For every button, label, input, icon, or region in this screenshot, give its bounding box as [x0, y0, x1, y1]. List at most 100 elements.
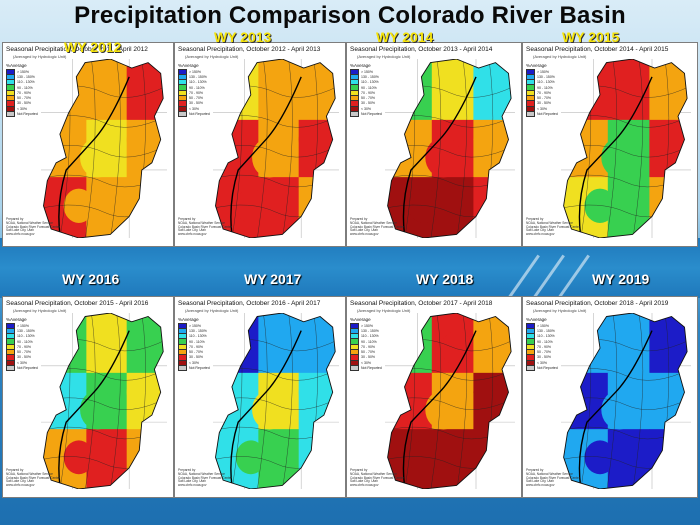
legend-label: 90 - 110% [361, 85, 377, 90]
precip-region [126, 313, 164, 374]
legend-label: 50 - 70% [189, 350, 204, 355]
legend-swatch [6, 110, 15, 118]
precip-region [43, 313, 87, 374]
precip-region [425, 137, 462, 178]
water-year-label: WY 2013 [214, 29, 272, 45]
slide-title: Precipitation Comparison Colorado River … [74, 2, 626, 29]
legend-item: Not Reported [526, 110, 558, 118]
legend-label: > 150% [361, 323, 373, 328]
precip-region [563, 313, 609, 374]
legend-label: 110 - 130% [17, 80, 35, 85]
legend-heading: %Average [178, 63, 199, 68]
precip-region [387, 313, 433, 374]
credit-line: www.cbrfc.noaa.gov [6, 483, 35, 488]
precip-region [43, 59, 87, 121]
legend-item: Not Reported [350, 110, 382, 118]
credit-text: Prepared by NOAA, National Weather Servic… [6, 217, 60, 237]
legend-heading: %Average [350, 63, 371, 68]
legend-label: 50 - 70% [189, 96, 204, 101]
credit-text: Prepared by NOAA, National Weather Servic… [178, 468, 232, 488]
legend: %Average > 150% 130 - 150% 110 - 130% 90 - 1… [178, 63, 210, 118]
basin-outline [215, 313, 336, 489]
credit-line: Salt Lake City, Utah [178, 228, 206, 233]
legend-label: 110 - 130% [361, 334, 379, 339]
precip-region [584, 188, 616, 223]
credit-line: Salt Lake City, Utah [178, 479, 206, 484]
legend-label: 110 - 130% [537, 334, 555, 339]
water-year-label: WY 2016 [62, 271, 120, 287]
legend-heading: %Average [350, 317, 371, 322]
legend-label: 30 - 50% [189, 355, 204, 360]
legend-label: 70 - 90% [361, 90, 376, 95]
precip-region [601, 137, 638, 178]
precip-region [95, 77, 126, 112]
precip-region [63, 188, 94, 223]
basin-map [213, 59, 339, 238]
water-year-label: WY 2017 [244, 271, 302, 287]
basin-map [561, 313, 691, 489]
legend-label: Not Reported [189, 112, 210, 117]
panel-subtitle: (Averaged by Hydrologic Unit) [533, 54, 587, 59]
legend-label: < 30% [537, 106, 548, 111]
precip-map-panel: Seasonal Precipitation, October 2016 - A… [174, 296, 346, 498]
precip-map-panel: Seasonal Precipitation, October 2012 - A… [174, 42, 346, 247]
precip-region [473, 125, 500, 154]
credit-line: NOAA, National Weather Service [350, 471, 397, 476]
legend-label: 70 - 90% [361, 344, 376, 349]
legend-label: Not Reported [361, 366, 382, 371]
basin-outline [43, 59, 164, 238]
legend-label: 110 - 130% [189, 80, 207, 85]
legend-swatch [350, 364, 359, 372]
credit-line: Prepared by [6, 468, 24, 472]
precip-region [126, 125, 152, 154]
legend-heading: %Average [526, 317, 547, 322]
panel-title: Seasonal Precipitation, October 2014 - A… [526, 46, 669, 53]
legend-label: > 150% [361, 69, 373, 74]
credit-line: Salt Lake City, Utah [350, 479, 378, 484]
legend-label: 50 - 70% [361, 350, 376, 355]
credit-line: Prepared by [350, 217, 368, 221]
legend-label: < 30% [17, 360, 28, 365]
legend-label: 110 - 130% [189, 334, 207, 339]
panel-title: Seasonal Precipitation, October 2012 - A… [178, 46, 321, 53]
panel-subtitle: (Averaged by Hydrologic Unit) [13, 54, 67, 59]
legend: %Average > 150% 130 - 150% 110 - 130% 90 - 1… [178, 317, 210, 372]
credit-line: www.cbrfc.noaa.gov [350, 483, 379, 488]
credit-line: Colorado Basin River Forecast Center [526, 475, 580, 480]
panel-subtitle: (Averaged by Hydrologic Unit) [185, 54, 239, 59]
slide-band [0, 238, 700, 298]
panel-title: Seasonal Precipitation, October 2018 - A… [526, 300, 669, 307]
legend-label: > 150% [17, 323, 29, 328]
legend-label: Not Reported [17, 366, 38, 371]
precip-region [215, 313, 259, 374]
precip-region [616, 77, 649, 112]
legend-swatch [350, 110, 359, 118]
legend-label: Not Reported [17, 112, 38, 117]
credit-text: Prepared by NOAA, National Weather Servic… [350, 217, 404, 237]
credit-line: www.cbrfc.noaa.gov [526, 232, 555, 237]
precip-region [473, 59, 512, 121]
credit-line: Colorado Basin River Forecast Center [526, 224, 580, 229]
precip-region [80, 390, 116, 430]
precip-region [126, 59, 164, 121]
legend-label: 90 - 110% [537, 339, 553, 344]
precip-region [63, 440, 94, 475]
precip-map-panel: Seasonal Precipitation, October 2011 - A… [2, 42, 174, 247]
colorado-river-line [578, 76, 653, 235]
precip-region [298, 59, 336, 121]
precip-map-panel: Seasonal Precipitation, October 2018 - A… [522, 296, 698, 498]
water-year-label: WY 2019 [592, 271, 650, 287]
precip-region [126, 429, 164, 489]
legend-label: 90 - 110% [17, 85, 33, 90]
precip-region [440, 331, 473, 366]
basin-outline [387, 313, 512, 489]
precip-map-panel: Seasonal Precipitation, October 2015 - A… [2, 296, 174, 498]
credit-text: Prepared by NOAA, National Weather Servic… [178, 217, 232, 237]
panel-title: Seasonal Precipitation, October 2017 - A… [350, 300, 493, 307]
basin-map [41, 313, 167, 489]
legend-item: Not Reported [6, 364, 38, 372]
legend-label: 90 - 110% [17, 339, 33, 344]
colorado-river-line [578, 330, 653, 486]
legend-label: 30 - 50% [537, 355, 552, 360]
credit-line: Salt Lake City, Utah [6, 479, 34, 484]
